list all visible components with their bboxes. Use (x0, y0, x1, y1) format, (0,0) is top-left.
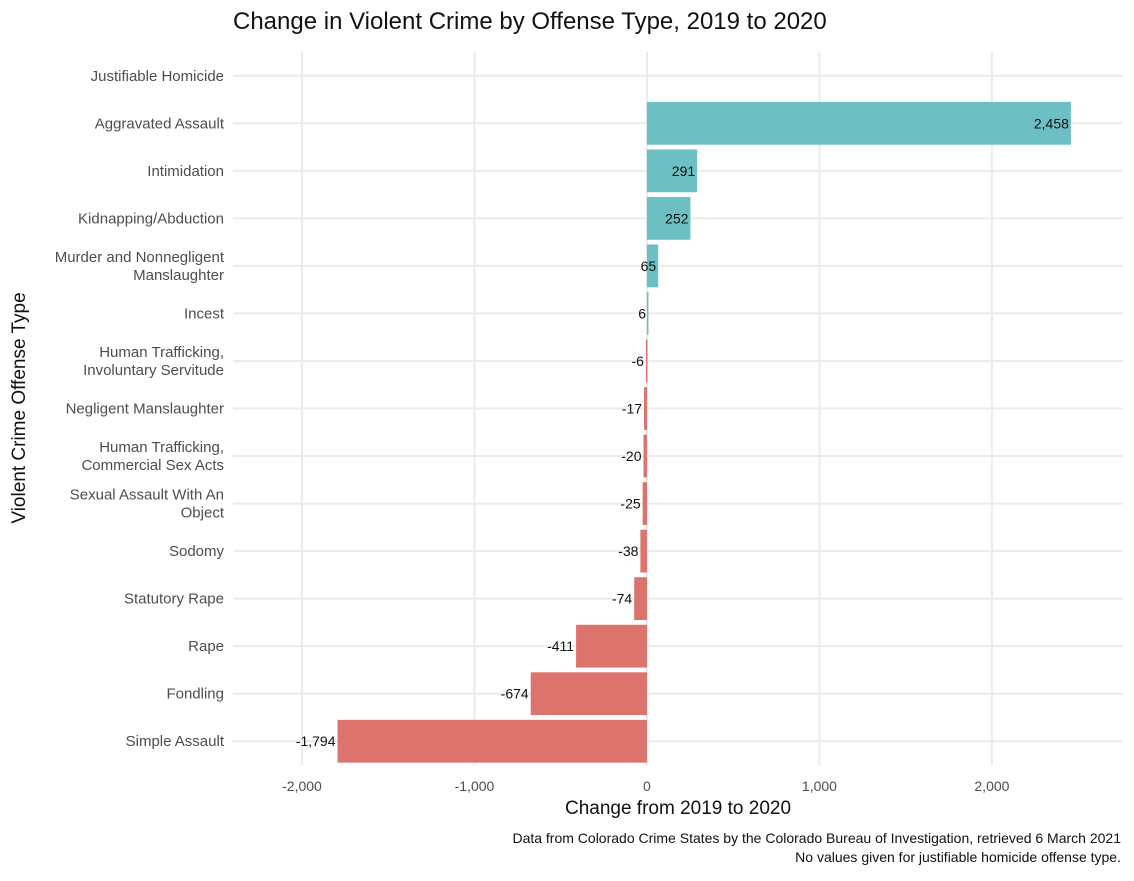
x-tick-label: 1,000 (802, 778, 837, 794)
category-label: Negligent Manslaughter (66, 401, 224, 418)
category-label: Rape (188, 638, 224, 655)
bar (646, 149, 698, 193)
bar-value-label: -411 (547, 638, 574, 654)
bar-value-label: 291 (672, 163, 696, 179)
category-label: Fondling (166, 686, 224, 703)
x-tick-label: 2,000 (974, 778, 1009, 794)
bar (642, 482, 647, 525)
category-label: Intimidation (147, 163, 224, 180)
x-tick-label: -2,000 (282, 778, 322, 794)
category-label-line: Fondling (166, 686, 224, 703)
category-label: Human Trafficking, Commercial Sex Acts (81, 439, 224, 474)
y-axis-title: Violent Crime Offense Type (9, 292, 30, 523)
bar-value-label: -25 (620, 496, 640, 512)
bar (643, 434, 647, 478)
bar-value-label: -20 (621, 448, 641, 464)
category-label: Murder and Nonnegligent Manslaughter (55, 249, 225, 284)
category-label-line: Rape (188, 638, 224, 655)
category-label: Justifiable Homicide (91, 68, 224, 85)
category-label-line: Object (181, 505, 225, 522)
category-label-line: Incest (184, 305, 225, 322)
category-label: Kidnapping/Abduction (78, 210, 224, 227)
bar (576, 624, 647, 668)
category-label: Human Trafficking, Involuntary Servitude (83, 344, 224, 379)
category-label-line: Negligent Manslaughter (66, 401, 224, 418)
x-axis-title: Change from 2019 to 2020 (565, 798, 791, 819)
x-tick-label: 0 (643, 778, 651, 794)
bar-value-label: -17 (622, 401, 642, 417)
bar (646, 196, 691, 240)
bar-value-label: 2,458 (1034, 115, 1069, 131)
bar (646, 292, 649, 335)
caption-source: Data from Colorado Crime States by the C… (512, 830, 1121, 846)
bar-value-label: -74 (612, 591, 632, 607)
bar-value-label: 252 (665, 210, 689, 226)
category-label: Sexual Assault With An Object (70, 487, 225, 522)
bar-layer (337, 101, 1071, 763)
category-label-line: Involuntary Servitude (83, 362, 224, 379)
category-label-line: Human Trafficking, (99, 344, 224, 361)
bar-value-label: -674 (501, 686, 529, 702)
category-label-line: Kidnapping/Abduction (78, 210, 224, 227)
bar (640, 529, 647, 573)
category-label: Simple Assault (126, 733, 225, 750)
bar-value-label: -38 (618, 543, 638, 559)
category-label-line: Manslaughter (133, 267, 224, 284)
category-label-line: Aggravated Assault (95, 115, 225, 132)
bar (646, 101, 1071, 145)
category-label: Incest (184, 305, 225, 322)
category-label-line: Simple Assault (126, 733, 225, 750)
category-label-line: Sexual Assault With An (70, 487, 224, 504)
category-label-line: Murder and Nonnegligent (55, 249, 225, 266)
category-label-line: Justifiable Homicide (91, 68, 224, 85)
bar (645, 339, 648, 383)
category-label-line: Human Trafficking, (99, 439, 224, 456)
bar (530, 672, 647, 716)
category-label-line: Statutory Rape (124, 591, 224, 608)
chart-title: Change in Violent Crime by Offense Type,… (233, 8, 827, 35)
category-label: Aggravated Assault (95, 115, 225, 132)
x-tick-label: -1,000 (455, 778, 495, 794)
category-label: Statutory Rape (124, 591, 224, 608)
category-label-line: Sodomy (169, 543, 225, 560)
bar-value-label: 65 (641, 258, 657, 274)
grid-layer (233, 52, 1123, 765)
bar (337, 719, 647, 763)
label-layer: -2,000 -1,000 0 1,000 2,000 Justifiable Homic… (55, 68, 1069, 794)
bar-value-label: -6 (631, 353, 644, 369)
bar (644, 387, 647, 430)
bar-value-label: 6 (638, 305, 646, 321)
caption-note: No values given for justifiable homicide… (795, 849, 1121, 865)
bar-value-label: -1,794 (296, 733, 336, 749)
category-label: Sodomy (169, 543, 225, 560)
category-label-line: Commercial Sex Acts (81, 457, 224, 474)
bar (646, 244, 659, 288)
bar (634, 577, 647, 621)
category-label-line: Intimidation (147, 163, 224, 180)
